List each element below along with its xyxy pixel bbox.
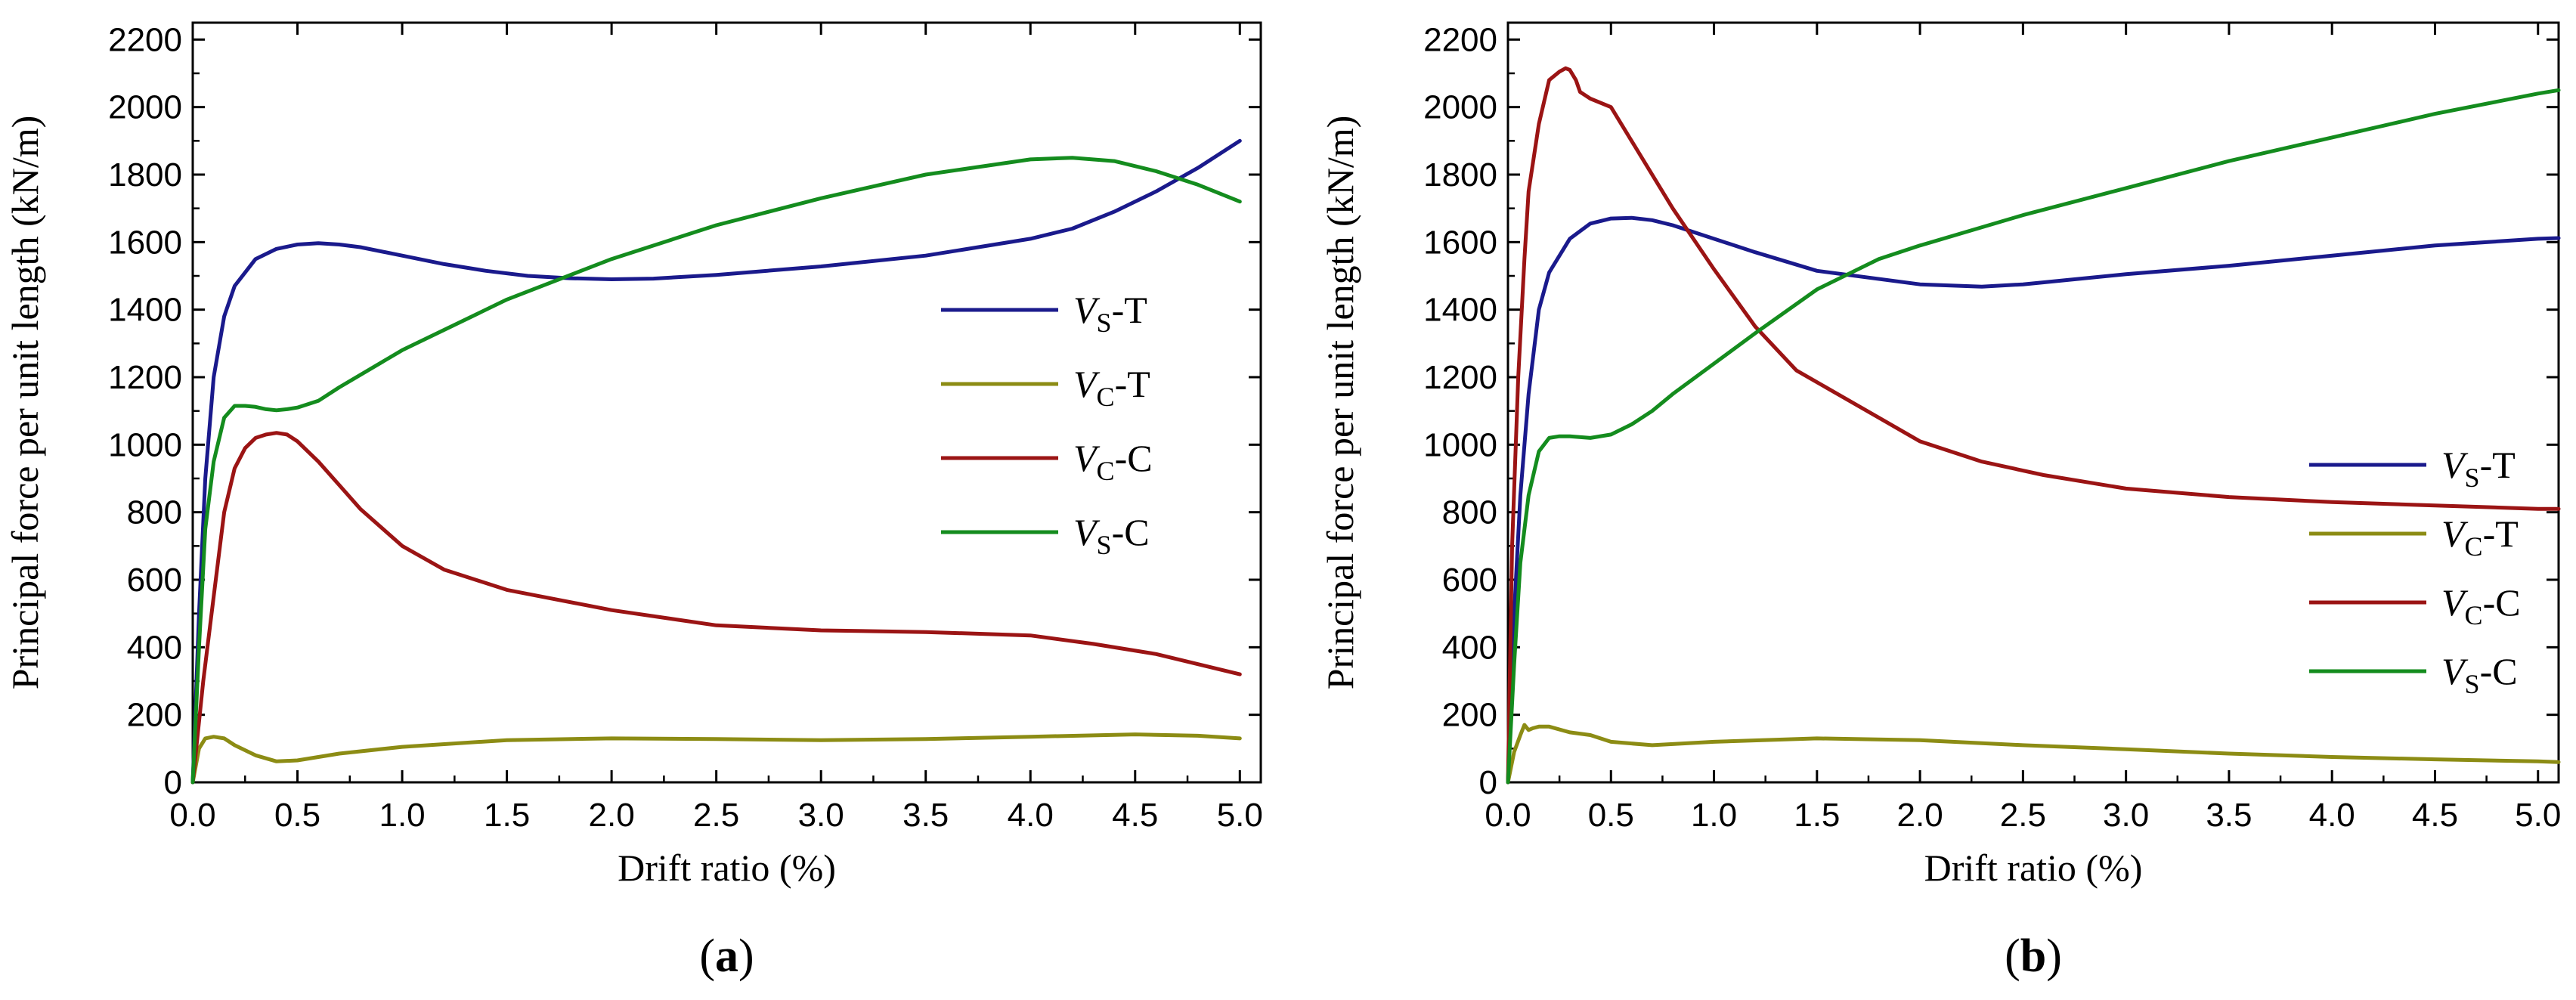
- x-tick-label: 3.0: [2103, 797, 2149, 834]
- y-tick-label: 1000: [108, 426, 182, 463]
- x-tick-label: 1.0: [1691, 797, 1737, 834]
- x-tick-label: 5.0: [2515, 797, 2561, 834]
- series-line-Vc-C: [190, 431, 1242, 785]
- legend-label-Vs-C: VS-C: [2441, 650, 2518, 699]
- y-tick-label: 2200: [1423, 21, 1497, 58]
- series-line-Vs-C: [190, 156, 1242, 785]
- y-tick-label: 1400: [1423, 292, 1497, 329]
- x-tick-label: 2.5: [693, 797, 739, 834]
- chart-panel-a: 0.0 0.5 1.0 1.5 2.0 2.5 3.0 3.5 4.0 4.5 5.0 0 200 400…: [4, 21, 1263, 982]
- x-axis-title: Drift ratio (%): [1924, 847, 2143, 889]
- y-tick-label: 2200: [108, 21, 182, 58]
- y-tick-label: 600: [1442, 562, 1497, 599]
- plot-frame: [1506, 21, 2560, 784]
- series-line-Vs-T: [190, 138, 1242, 785]
- legend-label-Vc-T: VC-T: [1073, 363, 1150, 412]
- legend-label-Vs-T: VS-T: [1073, 289, 1147, 338]
- y-tick-label: 1800: [108, 156, 182, 193]
- y-tick-label: 2000: [108, 89, 182, 126]
- x-tick-label: 1.5: [484, 797, 530, 834]
- x-tick-label: 0.5: [1588, 797, 1634, 834]
- y-tick-label: 0: [164, 764, 182, 801]
- legend-label-Vc-C: VC-C: [2441, 581, 2521, 630]
- legend: VS-T VC-T VC-C VS-C: [941, 289, 1153, 560]
- y-tick-label: 1200: [1423, 359, 1497, 396]
- panel-label: (a): [699, 930, 754, 982]
- series-line-Vc-T: [1506, 723, 2561, 785]
- x-tick-label: 4.0: [2309, 797, 2355, 834]
- x-tick-label: 2.5: [2000, 797, 2046, 834]
- y-tick-label: 1800: [1423, 156, 1497, 193]
- y-tick-label: 0: [1479, 764, 1497, 801]
- x-tick-label: 4.0: [1008, 797, 1054, 834]
- y-axis-title: Principal force per unit length (kN/m): [4, 116, 46, 690]
- x-tick-label: 0.0: [169, 797, 215, 834]
- series-line-Vc-C: [1506, 66, 2561, 785]
- x-tick-label: 2.0: [1897, 797, 1943, 834]
- y-tick-label: 1400: [108, 292, 182, 329]
- y-tick-label: 400: [1442, 629, 1497, 666]
- y-tick-label: 2000: [1423, 89, 1497, 126]
- legend-label-Vc-C: VC-C: [1073, 437, 1153, 486]
- y-tick-label: 200: [1442, 697, 1497, 734]
- x-tick-label: 0.0: [1485, 797, 1531, 834]
- legend: VS-T VC-T VC-C VS-C: [2309, 444, 2521, 699]
- y-tick-label: 600: [127, 562, 182, 599]
- chart-panel-b: 0.0 0.5 1.0 1.5 2.0 2.5 3.0 3.5 4.0 4.5 5.0 0 200 400…: [1319, 21, 2561, 982]
- plot-frame: [191, 21, 1262, 784]
- series-line-Vs-T: [1506, 215, 2561, 785]
- x-tick-label: 3.0: [798, 797, 844, 834]
- series-line-Vs-C: [1506, 88, 2561, 785]
- x-tick-label: 5.0: [1217, 797, 1263, 834]
- x-tick-label: 3.5: [903, 797, 949, 834]
- y-tick-label: 1200: [108, 359, 182, 396]
- legend-label-Vs-C: VS-C: [1073, 511, 1150, 560]
- legend-label-Vc-T: VC-T: [2441, 512, 2519, 562]
- x-axis-title: Drift ratio (%): [618, 847, 836, 889]
- x-tick-label: 0.5: [274, 797, 320, 834]
- x-tick-label: 1.5: [1794, 797, 1840, 834]
- y-tick-label: 1600: [1423, 224, 1497, 261]
- y-tick-label: 800: [127, 494, 182, 531]
- x-tick-label: 4.5: [2412, 797, 2458, 834]
- y-axis-title: Principal force per unit length (kN/m): [1319, 116, 1361, 690]
- y-tick-label: 1000: [1423, 426, 1497, 463]
- y-tick-label: 800: [1442, 494, 1497, 531]
- x-tick-label: 2.0: [589, 797, 635, 834]
- series-line-Vc-T: [190, 732, 1242, 785]
- x-tick-label: 3.5: [2206, 797, 2252, 834]
- panel-label: (b): [2005, 930, 2062, 982]
- y-tick-label: 200: [127, 697, 182, 734]
- x-tick-label: 1.0: [379, 797, 425, 834]
- legend-label-Vs-T: VS-T: [2441, 444, 2516, 493]
- x-tick-label: 4.5: [1112, 797, 1158, 834]
- y-tick-label: 400: [127, 629, 182, 666]
- y-tick-label: 1600: [108, 224, 182, 261]
